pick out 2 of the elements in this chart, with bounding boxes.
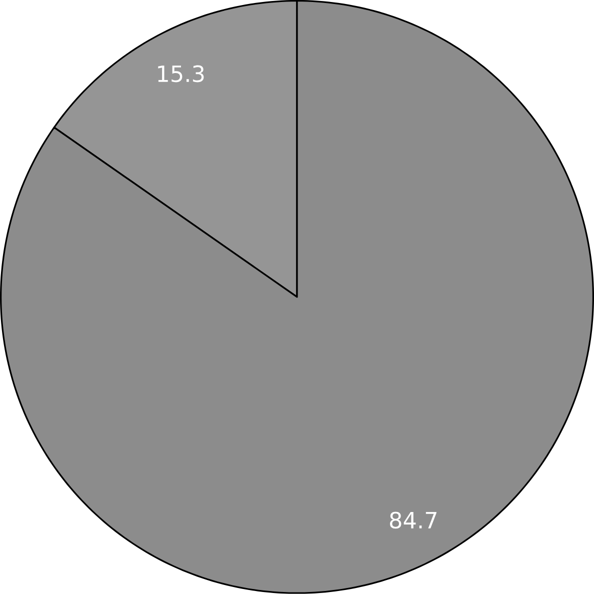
- data-label: 84.7: [390, 512, 436, 529]
- data-label: 15.3: [158, 65, 204, 82]
